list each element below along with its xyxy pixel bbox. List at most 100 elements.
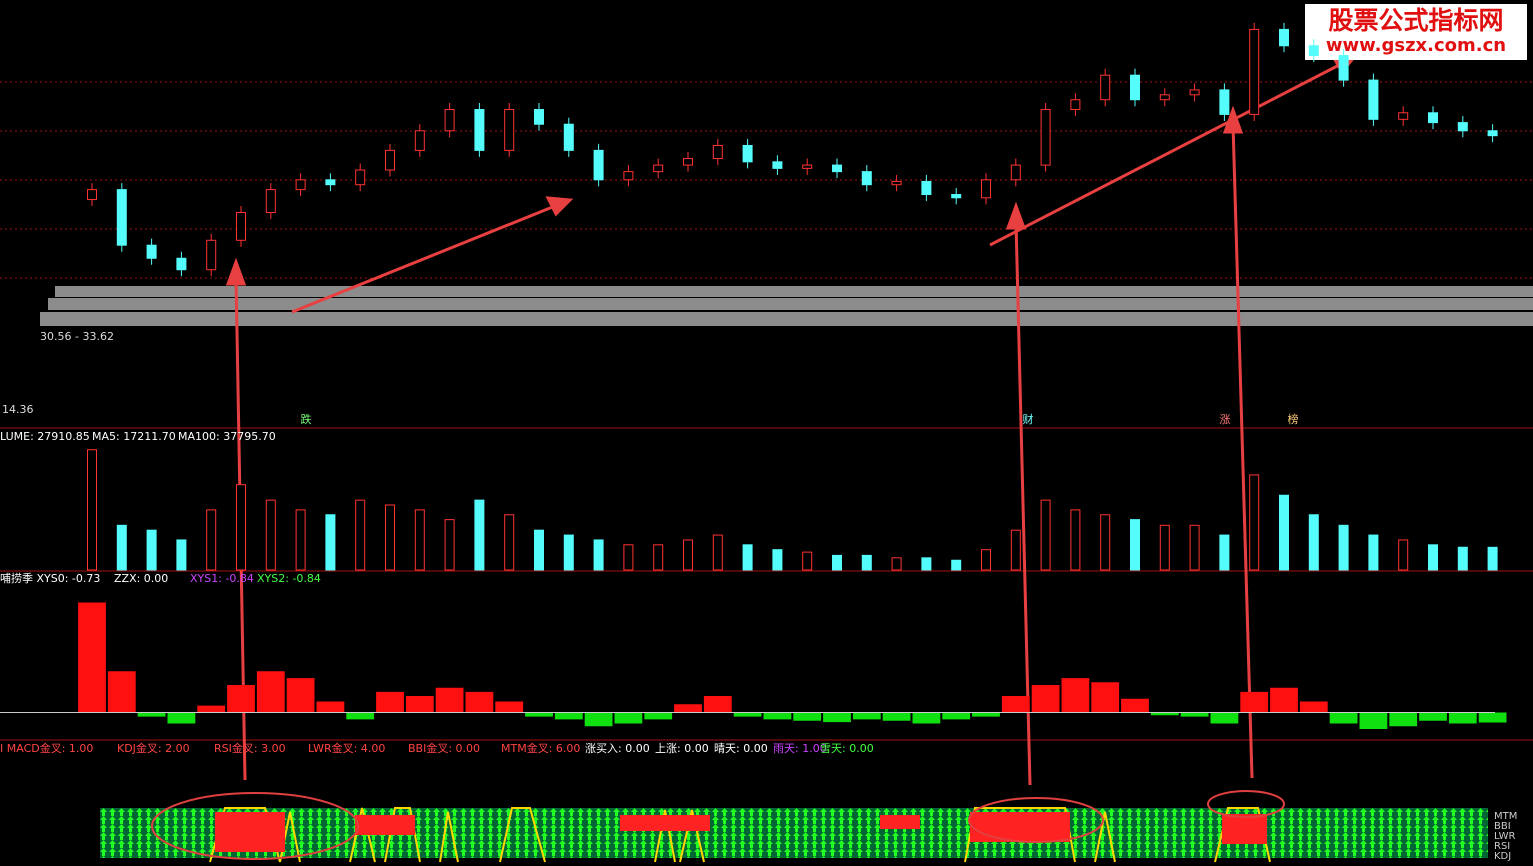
volume-bar (1159, 524, 1170, 571)
volume-bar (1219, 534, 1230, 571)
candle-body (1279, 28, 1289, 47)
candle-body (176, 257, 187, 271)
candle-body (1398, 112, 1409, 120)
candle-body (1189, 89, 1200, 96)
candle-body (653, 164, 664, 173)
indicator-bar (942, 712, 971, 720)
candle-body (1040, 109, 1051, 166)
candle-body (563, 123, 574, 151)
volume-bar (1189, 524, 1200, 571)
signal-strip (100, 790, 1488, 863)
candle-body (891, 180, 902, 186)
volume-bar (1249, 474, 1260, 571)
watermark: 股票公式指标网 www.gszx.com.cn (1305, 4, 1527, 60)
indicator-bar (1210, 712, 1239, 724)
volume-bar (802, 551, 813, 571)
volume-bar (444, 519, 455, 571)
candle-body (981, 179, 991, 199)
volume-bar (295, 509, 306, 571)
indicator-bar (1031, 685, 1060, 713)
candle-body (116, 189, 127, 246)
indicator-bar (644, 712, 673, 720)
indicator-bar (1061, 678, 1090, 713)
candle-body (295, 179, 306, 191)
volume-bar (1457, 546, 1468, 571)
candle-body (504, 109, 515, 151)
indicator-bar (197, 705, 226, 713)
signal-legend: KDJ金叉: 2.00 (117, 741, 190, 755)
indicator-bar (1329, 712, 1358, 724)
volume-bar (1368, 534, 1379, 571)
volume-bar (742, 544, 753, 571)
indicator-bar (584, 712, 613, 727)
signal-legend: MTM金叉: 6.00 (501, 741, 580, 755)
indicator-bar (137, 712, 166, 717)
candle-body (1159, 94, 1170, 101)
indicator-bar (1478, 712, 1507, 723)
indicator-bar (882, 712, 911, 721)
volume-bar (1070, 509, 1081, 571)
volume-bar (593, 539, 604, 571)
volume-bar (921, 557, 932, 571)
indicator-bar (316, 701, 345, 713)
volume-bar (1398, 539, 1409, 571)
indicator-bar (376, 691, 404, 713)
legend-item: MA5: 17211.70 (92, 430, 176, 443)
signal-side-label: BBI (1494, 821, 1511, 832)
volume-bar (236, 484, 246, 571)
volume-bar (951, 559, 962, 571)
volume-bar (1428, 544, 1438, 571)
volume-bar (385, 504, 395, 571)
volume-bar (1100, 514, 1111, 571)
signal-side-label: KDJ (1494, 851, 1511, 862)
volume-bar (1487, 546, 1498, 571)
volume-bar (891, 557, 902, 571)
indicator-bar (525, 712, 553, 717)
candle-body (1368, 79, 1379, 120)
indicator-bar (286, 678, 315, 713)
indicator-bar (793, 712, 822, 721)
candle-body (951, 194, 962, 199)
candle-body (1219, 89, 1230, 115)
candle-body (712, 144, 723, 160)
indicator-bar (1240, 691, 1269, 713)
candle-body (921, 180, 932, 196)
candle-body (355, 169, 366, 186)
indicator-bar (346, 712, 375, 720)
indicator-bar (1270, 687, 1298, 713)
signal-legend: 涨买入: 0.00 (585, 742, 650, 755)
candle-body (1249, 28, 1260, 115)
indicator-bar (465, 691, 494, 713)
volume-bar (683, 539, 693, 571)
candle-body (385, 149, 395, 171)
indicator-bar (495, 701, 524, 713)
indicator-bar (1359, 712, 1388, 729)
candle-body (861, 171, 872, 186)
volume-bar (772, 549, 783, 571)
legend-item: XYS2: -0.84 (257, 572, 321, 585)
candle-body (1308, 45, 1319, 57)
legend-item: 哺捞季 XYS0: -0.73 (0, 572, 100, 585)
indicator-bar (763, 712, 792, 720)
signal-side-label: MTM (1494, 811, 1517, 822)
indicator-bar (823, 712, 851, 723)
signal-legend: RSI金叉: 3.00 (214, 741, 286, 755)
signal-legend: 上涨: 0.00 (655, 742, 709, 755)
indicator-bar (912, 712, 941, 724)
indicator-bar (1150, 712, 1179, 716)
range-label: 30.56 - 33.62 (40, 330, 114, 343)
indicator-bar (256, 671, 285, 713)
volume-bar (504, 514, 515, 571)
indicator-bar (674, 704, 702, 713)
volume-bar (206, 509, 217, 571)
indicator-bar (852, 712, 881, 720)
volume-bar (87, 449, 97, 571)
candle-body (87, 189, 97, 200)
volume-bar (861, 554, 872, 571)
volume-bar (534, 529, 544, 571)
indicator-bar (1091, 682, 1120, 713)
candle-body (593, 149, 604, 181)
annotation-arrows (225, 54, 1359, 786)
candle-body (623, 171, 634, 181)
